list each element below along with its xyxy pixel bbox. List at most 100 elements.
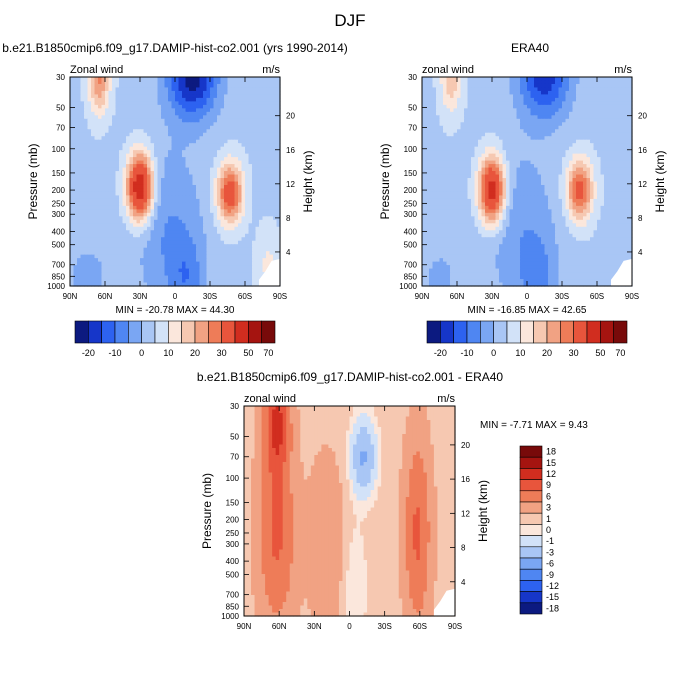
heatmap-cell	[73, 153, 78, 158]
heatmap-cell	[220, 240, 225, 245]
heatmap-cell	[259, 184, 264, 190]
heatmap-cell	[460, 77, 465, 82]
heatmap-cell	[133, 247, 138, 252]
heatmap-cell	[224, 198, 229, 203]
heatmap-cell	[143, 209, 148, 214]
heatmap-cell	[450, 136, 455, 141]
heatmap-cell	[112, 212, 117, 217]
heatmap-cell	[87, 254, 92, 259]
heatmap-cell	[579, 97, 584, 102]
heatmap-cell	[87, 87, 92, 92]
heatmap-cell	[273, 244, 278, 249]
heatmap-cell	[255, 212, 260, 217]
heatmap-cell	[248, 129, 253, 134]
heatmap-cell	[101, 184, 106, 190]
heatmap-cell	[234, 150, 239, 155]
heatmap-cell	[101, 237, 106, 242]
heatmap-cell	[266, 122, 271, 127]
heatmap-cell	[164, 198, 169, 203]
heatmap-cell	[168, 157, 173, 162]
heatmap-cell	[555, 150, 560, 155]
heatmap-cell	[91, 153, 96, 158]
heatmap-cell	[199, 101, 204, 106]
heatmap-cell	[210, 272, 215, 277]
heatmap-cell	[94, 122, 99, 127]
heatmap-cell	[140, 191, 145, 197]
heatmap-cell	[196, 219, 201, 224]
heatmap-cell	[119, 125, 124, 130]
heatmap-cell	[492, 87, 497, 92]
heatmap-cell	[80, 223, 85, 228]
heatmap-cell	[161, 125, 166, 130]
heatmap-cell	[488, 115, 493, 120]
heatmap-cell	[252, 251, 257, 256]
heatmap-cell	[108, 209, 113, 214]
heatmap-cell	[199, 171, 204, 176]
heatmap-cell	[241, 212, 246, 217]
heatmap-cell	[122, 153, 127, 158]
heatmap-cell	[231, 230, 236, 235]
heatmap-cell	[150, 188, 155, 193]
heatmap-cell	[98, 198, 103, 203]
heatmap-cell	[492, 146, 497, 151]
heatmap-cell	[199, 77, 204, 82]
heatmap-cell	[474, 90, 479, 96]
heatmap-cell	[259, 136, 264, 141]
heatmap-cell	[101, 188, 106, 193]
heatmap-cell	[115, 275, 120, 280]
heatmap-cell	[248, 101, 253, 106]
heatmap-cell	[457, 150, 462, 155]
heatmap-cell	[185, 111, 190, 116]
heatmap-cell	[98, 153, 103, 158]
heatmap-cell	[98, 83, 103, 89]
heatmap-cell	[238, 272, 243, 277]
heatmap-cell	[231, 244, 236, 249]
heatmap-cell	[210, 219, 215, 224]
heatmap-cell	[262, 157, 267, 162]
heatmap-cell	[245, 118, 250, 123]
heatmap-cell	[262, 146, 267, 151]
heatmap-cell	[73, 77, 78, 82]
heatmap-cell	[182, 136, 187, 141]
heatmap-cell	[259, 115, 264, 120]
heatmap-cell	[164, 146, 169, 151]
heatmap-cell	[217, 139, 222, 144]
heatmap-cell	[73, 171, 78, 176]
heatmap-cell	[129, 258, 134, 263]
heatmap-cell	[621, 132, 626, 137]
heatmap-cell	[224, 258, 229, 263]
heatmap-cell	[586, 125, 591, 130]
heatmap-cell	[84, 230, 89, 235]
heatmap-cell	[199, 153, 204, 158]
heatmap-cell	[262, 212, 267, 217]
heatmap-cell	[245, 198, 250, 203]
heatmap-cell	[590, 104, 595, 109]
heatmap-cell	[446, 83, 451, 89]
heatmap-cell	[210, 254, 215, 259]
heatmap-cell	[565, 101, 570, 106]
heatmap-cell	[474, 129, 479, 134]
heatmap-cell	[143, 237, 148, 242]
x-tick-label: 60S	[238, 292, 252, 301]
heatmap-cell	[523, 111, 528, 116]
heatmap-cell	[273, 184, 278, 190]
heatmap-cell	[607, 87, 612, 92]
heatmap-cell	[126, 150, 131, 155]
heatmap-cell	[101, 223, 106, 228]
heatmap-cell	[273, 101, 278, 106]
heatmap-cell	[262, 261, 267, 266]
heatmap-cell	[129, 212, 134, 217]
heatmap-cell	[101, 97, 106, 102]
heatmap-cell	[502, 108, 507, 113]
heatmap-cell	[154, 244, 159, 249]
heatmap-cell	[133, 87, 138, 92]
heatmap-cell	[579, 80, 584, 85]
heatmap-cell	[266, 205, 271, 210]
heatmap-cell	[443, 87, 448, 92]
heatmap-cell	[446, 87, 451, 92]
heatmap-cell	[565, 122, 570, 127]
heatmap-cell	[273, 150, 278, 155]
heatmap-cell	[551, 108, 556, 113]
heatmap-cell	[625, 87, 630, 92]
heatmap-cell	[255, 80, 260, 85]
